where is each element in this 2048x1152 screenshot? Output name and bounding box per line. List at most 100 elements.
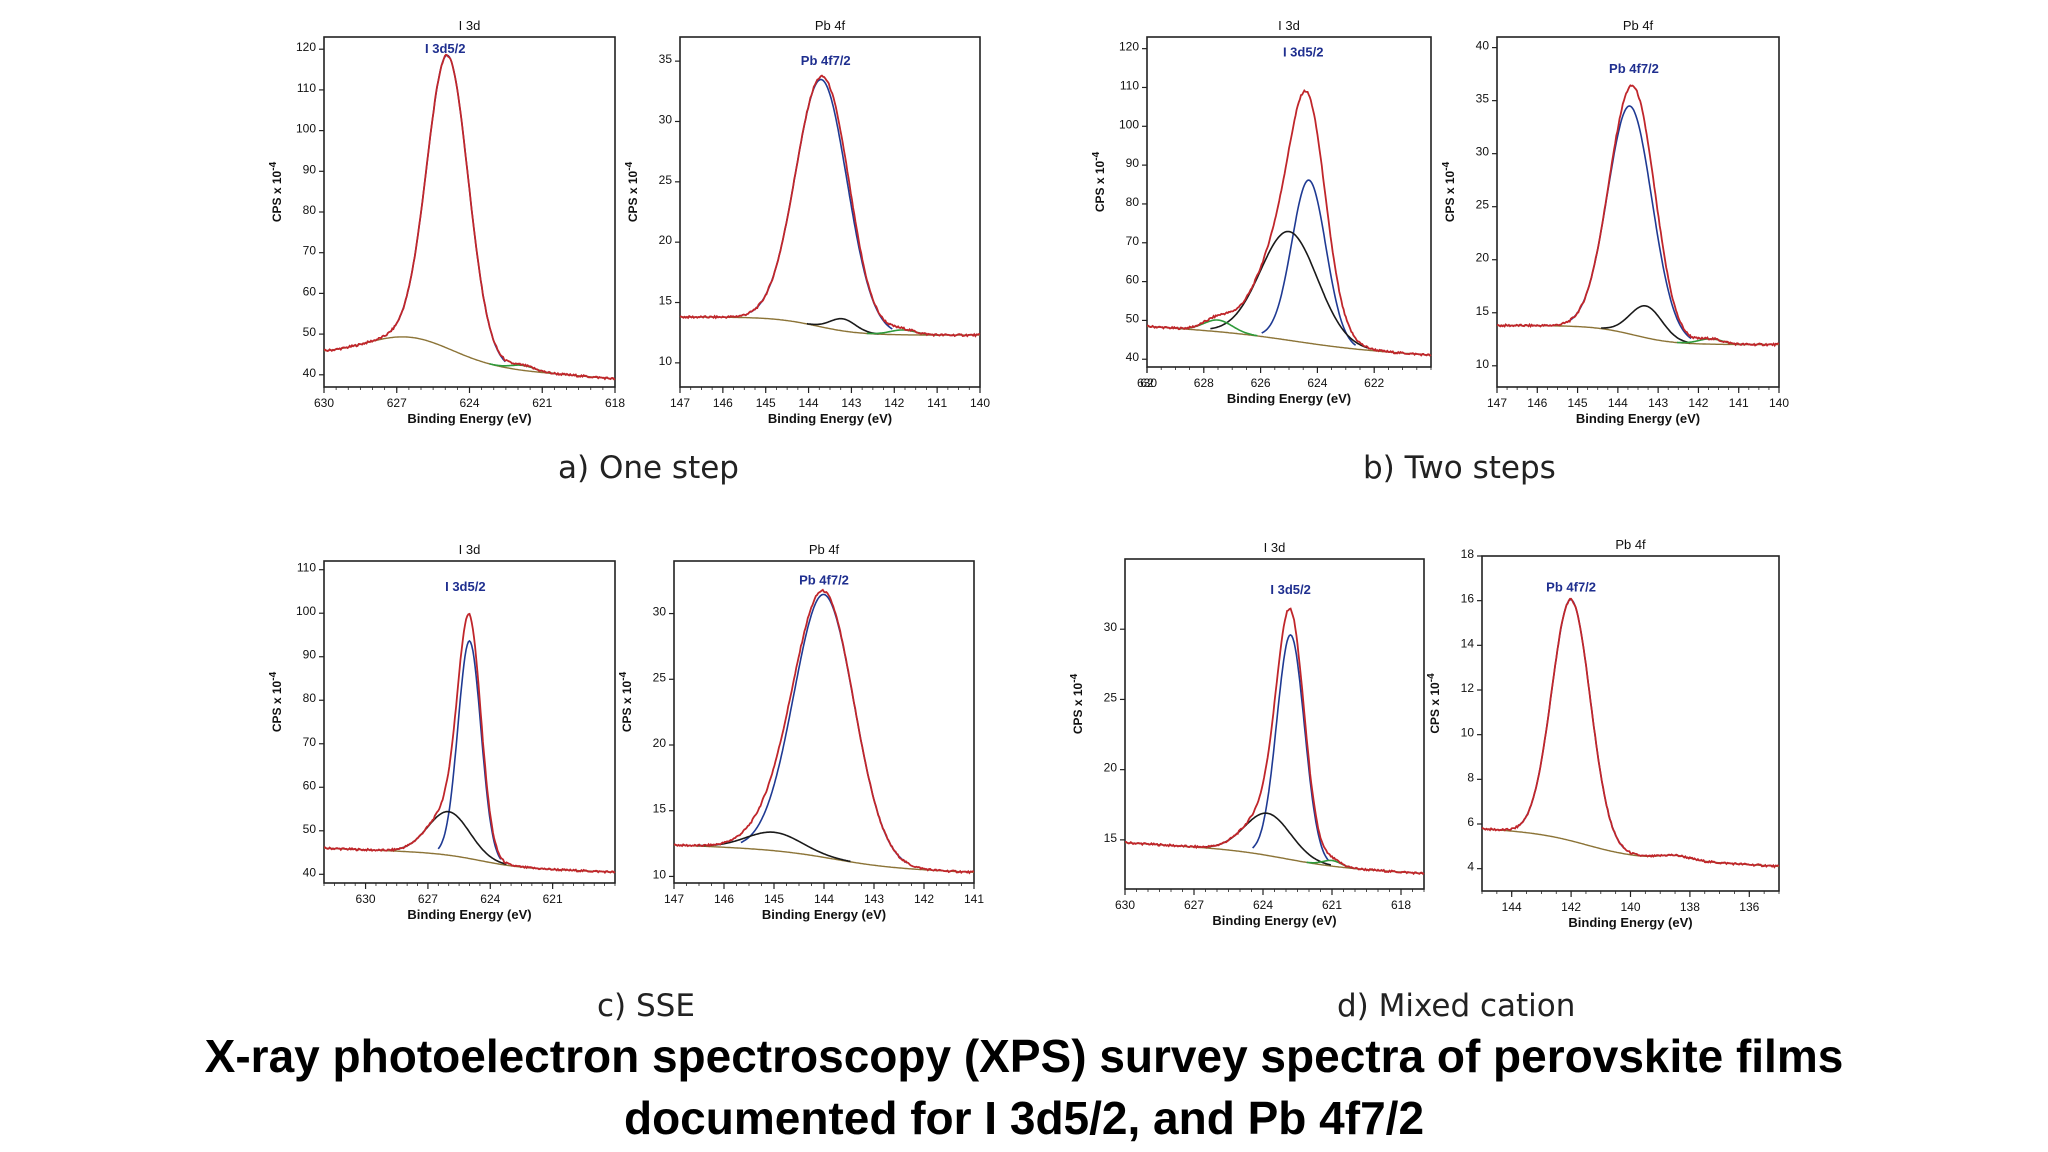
x-tick-label: 142 bbox=[884, 396, 904, 410]
y-tick-label: 4 bbox=[1467, 860, 1474, 874]
x-tick-label: 145 bbox=[764, 892, 784, 906]
component-curve-main bbox=[1261, 179, 1357, 346]
x-tick-label: 147 bbox=[664, 892, 684, 906]
x-tick-label: 144 bbox=[1608, 396, 1628, 410]
x-tick-label: 147 bbox=[1487, 396, 1507, 410]
x-tick-label: 622 bbox=[1364, 376, 1384, 390]
y-axis-exponent: -4 bbox=[1069, 673, 1080, 682]
x-tick-label: 145 bbox=[756, 396, 776, 410]
x-tick-label: 628 bbox=[1194, 376, 1214, 390]
y-axis-label: CPS x 10-4 bbox=[268, 161, 284, 222]
panel-title: Pb 4f bbox=[1623, 18, 1654, 33]
y-tick-label: 15 bbox=[653, 802, 667, 816]
background-curve bbox=[674, 844, 974, 873]
y-axis-label: CPS x 10-4 bbox=[624, 161, 640, 222]
x-tick-label: 146 bbox=[713, 396, 733, 410]
y-tick-label: 90 bbox=[303, 162, 317, 176]
x-tick-label: 143 bbox=[1648, 396, 1668, 410]
y-tick-label: 30 bbox=[659, 112, 673, 126]
y-axis-exponent: -4 bbox=[1091, 151, 1102, 160]
y-tick-label: 20 bbox=[659, 233, 673, 247]
x-tick-label: 146 bbox=[714, 892, 734, 906]
y-axis-label: CPS x 10-4 bbox=[1091, 151, 1107, 212]
x-tick-label: 621 bbox=[543, 892, 563, 906]
y-tick-label: 16 bbox=[1461, 592, 1475, 606]
panel-c-Pb4f: Pb 4f 10 15 20 25 30 CPS x 10-4 147 146 145 144 143… bbox=[618, 542, 984, 922]
x-tick-label: 143 bbox=[841, 396, 861, 410]
y-axis-label: CPS x 10-4 bbox=[1069, 673, 1085, 734]
x-tick-label: 140 bbox=[1620, 900, 1640, 914]
x-tick-label: 624 bbox=[459, 396, 479, 410]
panel-a-Pb4f: Pb 4f 10 15 20 25 30 35 CPS x 10-4 147 146 145 144 1… bbox=[624, 18, 990, 426]
y-tick-label: 35 bbox=[1476, 92, 1490, 106]
x-tick-label: 626 bbox=[1251, 376, 1271, 390]
panel-d-I3d: I 3d 15 20 25 30 CPS x 10-4 630 627 624 621 618 Bin… bbox=[1069, 540, 1425, 928]
x-axis-label: Binding Energy (eV) bbox=[1212, 913, 1336, 928]
peak-label: I 3d5/2 bbox=[425, 41, 465, 56]
y-tick-label: 40 bbox=[1476, 39, 1490, 53]
x-tick-label: 627 bbox=[1184, 898, 1204, 912]
y-tick-label: 25 bbox=[1104, 690, 1118, 704]
x-tick-label: 140 bbox=[1769, 396, 1789, 410]
panel-title: I 3d bbox=[1264, 540, 1286, 555]
y-tick-label: 50 bbox=[303, 822, 317, 836]
plot-frame bbox=[673, 560, 975, 884]
x-tick-label: 618 bbox=[1391, 898, 1411, 912]
x-tick-label: 142 bbox=[1561, 900, 1581, 914]
x-tick-label: 627 bbox=[418, 892, 438, 906]
plot-frame bbox=[323, 560, 616, 884]
y-tick-label: 10 bbox=[659, 354, 673, 368]
y-axis-exponent: -4 bbox=[268, 671, 279, 680]
y-tick-label: 100 bbox=[1119, 117, 1139, 131]
envelope-curve bbox=[1147, 88, 1432, 357]
x-axis-label: Binding Energy (eV) bbox=[407, 907, 531, 922]
y-tick-label: 35 bbox=[659, 52, 673, 66]
x-tick-label: 142 bbox=[914, 892, 934, 906]
x-tick-label: 140 bbox=[970, 396, 990, 410]
envelope-curve bbox=[324, 612, 616, 874]
x-tick-label: 630 bbox=[1137, 376, 1157, 390]
panel-d-Pb4f: Pb 4f 4 6 8 10 12 14 16 18 CPS x 10-4 144 142 140 138… bbox=[1426, 537, 1780, 930]
peak-label: I 3d5/2 bbox=[1270, 582, 1310, 597]
y-tick-label: 15 bbox=[1104, 831, 1118, 845]
y-tick-label: 100 bbox=[296, 604, 316, 618]
y-tick-label: 25 bbox=[659, 173, 673, 187]
y-tick-label: 50 bbox=[303, 325, 317, 339]
y-axis-exponent: -4 bbox=[1441, 161, 1452, 170]
peak-label: Pb 4f7/2 bbox=[1609, 61, 1659, 76]
plot-frame bbox=[323, 36, 616, 388]
y-tick-label: 80 bbox=[303, 203, 317, 217]
figure-title-line2: documented for I 3d5/2, and Pb 4f7/2 bbox=[623, 1092, 1425, 1144]
y-axis-exponent: -4 bbox=[268, 161, 279, 170]
plot-frame bbox=[1481, 555, 1780, 892]
peak-label: Pb 4f7/2 bbox=[801, 53, 851, 68]
y-tick-label: 10 bbox=[653, 867, 667, 881]
y-tick-label: 30 bbox=[1476, 145, 1490, 159]
envelope-curve bbox=[673, 588, 975, 875]
peak-label: Pb 4f7/2 bbox=[799, 573, 849, 588]
y-tick-label: 60 bbox=[303, 284, 317, 298]
x-tick-label: 621 bbox=[532, 396, 552, 410]
x-axis-label: Binding Energy (eV) bbox=[768, 411, 892, 426]
envelope-curve bbox=[679, 74, 981, 338]
x-tick-label: 142 bbox=[1688, 396, 1708, 410]
x-tick-label: 141 bbox=[1729, 396, 1749, 410]
y-tick-label: 90 bbox=[1126, 156, 1140, 170]
plot-frame bbox=[1146, 36, 1432, 368]
y-tick-label: 120 bbox=[1119, 40, 1139, 54]
y-tick-label: 15 bbox=[1476, 304, 1490, 318]
y-axis-label: CPS x 10-4 bbox=[1426, 673, 1442, 734]
figure-title-line1: X-ray photoelectron spectroscopy (XPS) s… bbox=[204, 1030, 1844, 1082]
y-tick-label: 110 bbox=[297, 81, 316, 95]
y-tick-label: 110 bbox=[297, 561, 316, 575]
y-tick-label: 30 bbox=[1104, 620, 1118, 634]
plot-frame bbox=[1124, 558, 1425, 890]
y-tick-label: 6 bbox=[1467, 815, 1474, 829]
y-tick-label: 120 bbox=[296, 40, 316, 54]
y-tick-label: 110 bbox=[1120, 78, 1139, 92]
envelope-curve bbox=[1496, 84, 1780, 348]
y-axis-exponent: -4 bbox=[618, 671, 629, 680]
panel-c-I3d: I 3d 40 50 60 70 80 90 100 110 CPS x 10-4 630 627 62… bbox=[268, 542, 616, 922]
